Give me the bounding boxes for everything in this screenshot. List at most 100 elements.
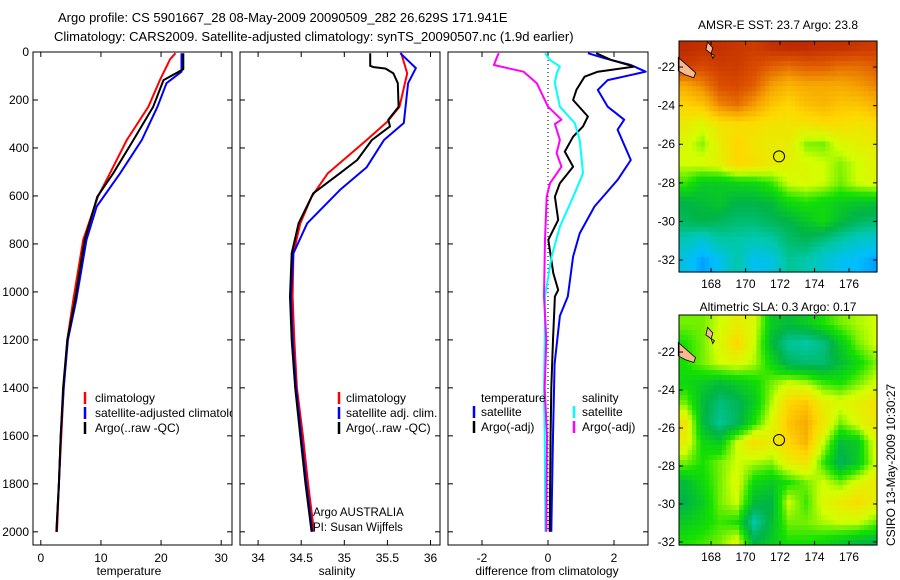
map-cell [734,266,740,273]
map-cell [872,540,878,546]
map-cell [816,350,822,356]
map-cell [734,251,740,258]
map-cell [851,181,857,188]
map-cell [700,460,706,466]
map-cell [773,320,779,326]
map-cell [786,535,792,541]
map-cell [782,410,788,416]
map-cell [799,161,805,168]
map-cell [696,470,702,476]
map-cell [778,530,783,536]
map-cell [859,166,865,173]
map-cell [769,490,775,496]
map-cell [786,126,792,132]
map-cell [803,256,809,263]
map-cell [696,370,702,376]
map-cell [747,460,753,466]
map-cell [683,540,689,546]
map-cell [833,96,839,102]
map-cell [812,365,818,371]
map-cell [786,181,792,188]
map-cell [747,101,753,107]
map-cell [816,440,822,446]
map-cell [760,211,766,218]
figure-title-line2: Climatology: CARS2009. Satellite-adjuste… [54,29,574,44]
map-cell [821,525,826,531]
map-cell [687,505,693,511]
map-cell [691,490,697,496]
map-cell [808,375,814,381]
map-cell [782,445,788,451]
map-cell [713,400,719,406]
map-cell [687,126,693,132]
map-cell [803,490,809,496]
map-cell [747,161,753,168]
map-cell [851,480,857,486]
map-cell [743,51,749,57]
map-cell [691,390,697,396]
map-cell [734,166,740,173]
map-cell [743,66,749,72]
map-cell [769,146,775,153]
map-cell [713,515,719,521]
map-cell [829,430,835,436]
map-cell [803,375,809,381]
map-cell [726,465,732,471]
map-cell [786,435,792,441]
map-cell [851,425,857,431]
map-cell [821,500,826,506]
map-cell [859,480,865,486]
map-cell [859,216,865,223]
map-cell [687,515,693,521]
map-cell [790,86,796,92]
map-cell [683,520,689,526]
map-cell [709,460,715,466]
map-cell [803,495,809,501]
map-cell [778,465,783,471]
map-cell [687,380,693,386]
map-cell [704,66,710,72]
map-cell [730,101,736,107]
map-cell [691,61,697,67]
map-cell [803,211,809,218]
map-cell [808,450,814,456]
map-cell [864,540,869,546]
map-cell [756,530,762,536]
map-cell [734,241,740,248]
map-cell [691,330,697,336]
map-cell [752,530,758,536]
map-cell [803,520,809,526]
map-cell [790,315,796,321]
map-cell [859,251,865,258]
map-cell [825,320,831,326]
map-cell [786,76,792,82]
map-cell [846,241,852,248]
map-cell [838,500,844,506]
map-cell [679,266,684,273]
map-cell [679,490,684,496]
map-cell [868,161,874,168]
map-cell [773,266,779,273]
map-cell [691,440,697,446]
map-cell [782,335,788,341]
map-cell [864,86,869,92]
map-cell [687,96,693,102]
map-cell [739,86,745,92]
map-cell [769,400,775,406]
map-cell [782,400,788,406]
map-cell [872,121,878,127]
map-cell [679,111,684,117]
map-cell [730,375,736,381]
map-cell [769,261,775,268]
map-cell [782,136,788,143]
map-cell [855,535,861,541]
map-cell [747,465,753,471]
map-cell [739,520,745,526]
map-cell [851,71,857,77]
map-cell [717,66,723,72]
map-cell [765,181,770,188]
map-cell [855,470,861,476]
map-cell [833,340,839,346]
map-cell [683,221,689,228]
map-cell [722,540,727,546]
